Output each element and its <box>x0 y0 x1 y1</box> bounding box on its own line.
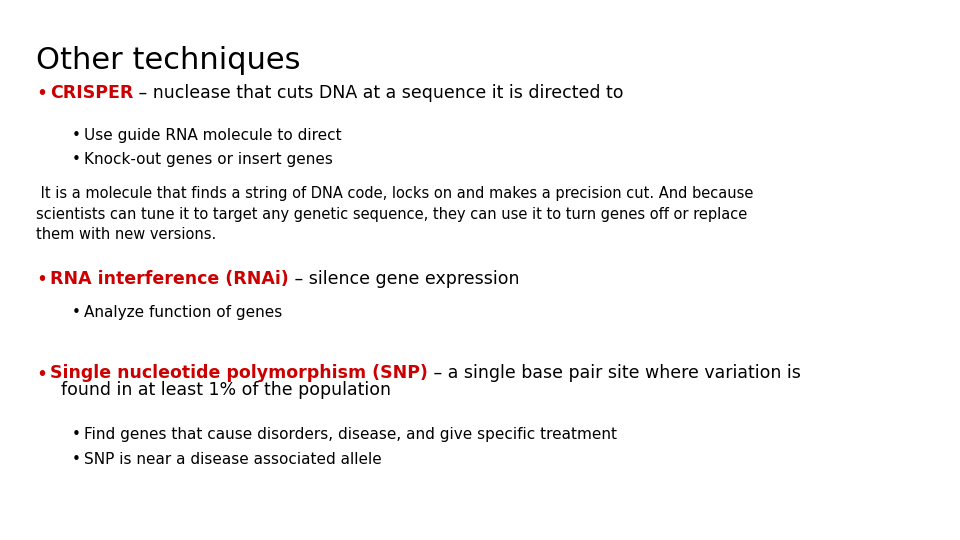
Text: •: • <box>72 128 81 143</box>
Text: – a single base pair site where variation is: – a single base pair site where variatio… <box>428 364 801 382</box>
Text: Use guide RNA molecule to direct: Use guide RNA molecule to direct <box>84 128 342 143</box>
Text: •: • <box>36 364 48 383</box>
Text: •: • <box>36 270 48 289</box>
Text: CRISPER: CRISPER <box>50 84 133 102</box>
Text: •: • <box>72 452 81 467</box>
Text: – nuclease that cuts DNA at a sequence it is directed to: – nuclease that cuts DNA at a sequence i… <box>133 84 624 102</box>
Text: Analyze function of genes: Analyze function of genes <box>84 305 283 320</box>
Text: Single nucleotide polymorphism (SNP): Single nucleotide polymorphism (SNP) <box>50 364 428 382</box>
Text: Knock-out genes or insert genes: Knock-out genes or insert genes <box>84 152 333 167</box>
Text: It is a molecule that finds a string of DNA code, locks on and makes a precision: It is a molecule that finds a string of … <box>36 186 754 242</box>
Text: •: • <box>72 305 81 320</box>
Text: Other techniques: Other techniques <box>36 46 301 75</box>
Text: SNP is near a disease associated allele: SNP is near a disease associated allele <box>84 452 382 467</box>
Text: RNA interference (RNAi): RNA interference (RNAi) <box>50 270 289 288</box>
Text: found in at least 1% of the population: found in at least 1% of the population <box>50 381 391 400</box>
Text: •: • <box>72 152 81 167</box>
Text: •: • <box>72 427 81 442</box>
Text: Find genes that cause disorders, disease, and give specific treatment: Find genes that cause disorders, disease… <box>84 427 617 442</box>
Text: •: • <box>36 84 48 103</box>
Text: – silence gene expression: – silence gene expression <box>289 270 519 288</box>
